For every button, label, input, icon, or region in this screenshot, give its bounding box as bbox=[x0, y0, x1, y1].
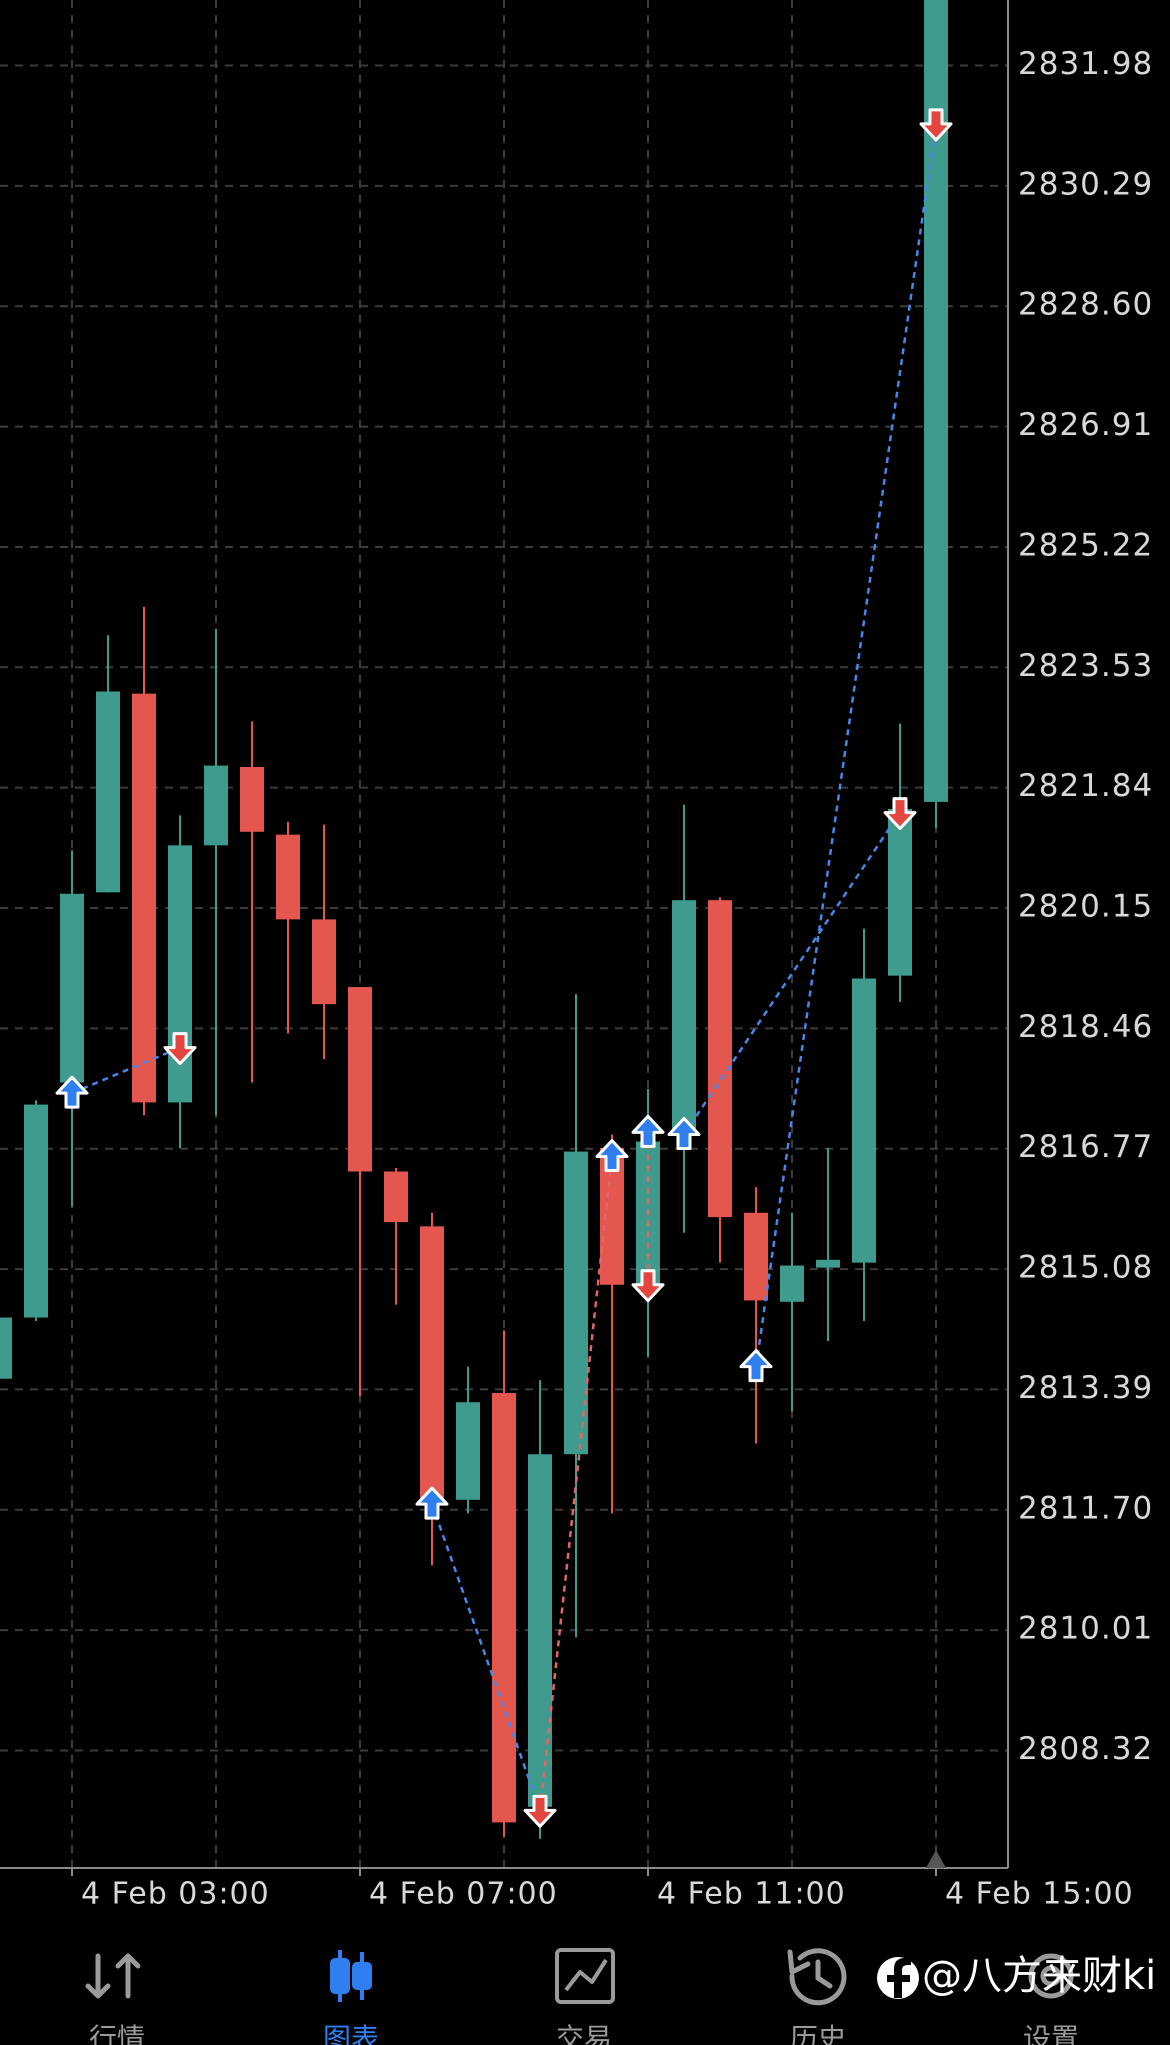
candle-body bbox=[456, 1402, 480, 1500]
tab-label[interactable]: 图表 bbox=[323, 2022, 379, 2045]
settings-icon[interactable] bbox=[1028, 1953, 1074, 1999]
candle-body bbox=[132, 693, 156, 1103]
y-tick-label: 2820.15 bbox=[1018, 889, 1153, 925]
sell-arrow bbox=[163, 1032, 197, 1066]
x-tick-label: 4 Feb 03:00 bbox=[81, 1877, 270, 1912]
buy-arrow bbox=[667, 1116, 701, 1150]
y-tick-label: 2813.39 bbox=[1018, 1370, 1153, 1406]
quotes-icon[interactable] bbox=[85, 1953, 141, 1999]
candle-body bbox=[384, 1171, 408, 1223]
candle-body bbox=[780, 1265, 804, 1302]
y-tick-label: 2811.70 bbox=[1018, 1490, 1153, 1526]
tab-label[interactable]: 交易 bbox=[556, 2022, 612, 2045]
x-tick-label: 4 Feb 11:00 bbox=[657, 1877, 846, 1912]
candle-body bbox=[564, 1151, 588, 1455]
sell-arrow bbox=[883, 797, 917, 831]
x-tick-label: 4 Feb 07:00 bbox=[369, 1877, 558, 1912]
y-tick-label: 2830.29 bbox=[1018, 166, 1153, 202]
buy-arrow bbox=[739, 1349, 773, 1383]
trade-link bbox=[71, 1046, 181, 1095]
sell-arrow bbox=[523, 1794, 557, 1828]
y-tick-label: 2828.60 bbox=[1018, 287, 1153, 323]
candle-body bbox=[276, 834, 300, 920]
y-tick-label: 2821.84 bbox=[1018, 768, 1153, 804]
y-tick-label: 2823.53 bbox=[1018, 648, 1153, 684]
y-tick-label: 2831.98 bbox=[1018, 46, 1153, 82]
tab-label[interactable]: 设置 bbox=[1023, 2022, 1079, 2045]
tab-label[interactable]: 行情 bbox=[89, 2022, 145, 2045]
axes: 2831.98 2830.29 2828.60 2826.91 2825.22 2823.… bbox=[71, 46, 1153, 1912]
candle-body bbox=[96, 691, 120, 893]
toolbar: 行情 图表 交易 历史 设置 bbox=[85, 1948, 1079, 2045]
y-tick-label: 2826.91 bbox=[1018, 407, 1153, 443]
candle-body bbox=[240, 766, 264, 832]
sell-arrow bbox=[919, 108, 953, 142]
buy-arrow bbox=[415, 1486, 449, 1520]
buy-arrow bbox=[55, 1075, 89, 1109]
y-tick-label: 2808.32 bbox=[1018, 1731, 1153, 1767]
candle-body bbox=[204, 765, 228, 846]
sell-arrow bbox=[631, 1269, 665, 1303]
history-icon[interactable] bbox=[787, 1948, 847, 2006]
chart-icon[interactable] bbox=[330, 1950, 372, 2002]
watermark-logo-f bbox=[887, 1958, 911, 1998]
plot-area bbox=[0, 0, 953, 1839]
watermark-text: @八方来财ki bbox=[922, 1953, 1156, 1999]
y-tick-label: 2815.08 bbox=[1018, 1250, 1153, 1286]
candle-body bbox=[348, 987, 372, 1172]
candle-body bbox=[0, 1317, 12, 1379]
y-tick-label: 2810.01 bbox=[1018, 1611, 1153, 1647]
trade-link bbox=[682, 811, 902, 1136]
trade-link bbox=[754, 123, 938, 1367]
y-tick-label: 2816.77 bbox=[1018, 1129, 1153, 1165]
candle-body bbox=[708, 900, 732, 1218]
candle-body bbox=[816, 1259, 840, 1268]
x-tick-label: 4 Feb 15:00 bbox=[945, 1877, 1134, 1912]
candle-body bbox=[672, 900, 696, 1135]
current-bar-marker bbox=[926, 1850, 946, 1868]
candle-body bbox=[888, 809, 912, 976]
tab-label[interactable]: 历史 bbox=[790, 2022, 846, 2045]
candle-body bbox=[420, 1226, 444, 1500]
candle-body bbox=[60, 893, 84, 1083]
buy-arrow bbox=[631, 1114, 665, 1148]
candle-body bbox=[528, 1454, 552, 1807]
trade-icon[interactable] bbox=[555, 1948, 615, 2004]
y-tick-label: 2825.22 bbox=[1018, 527, 1153, 563]
watermark: @八方来财ki bbox=[877, 1953, 1156, 1999]
candle-body bbox=[312, 919, 336, 1005]
candle-body bbox=[744, 1212, 768, 1301]
buy-arrow bbox=[595, 1139, 629, 1173]
y-tick-label: 2818.46 bbox=[1018, 1009, 1153, 1045]
candle-body bbox=[24, 1104, 48, 1318]
candle-body bbox=[492, 1392, 516, 1823]
candle-body bbox=[852, 978, 876, 1263]
